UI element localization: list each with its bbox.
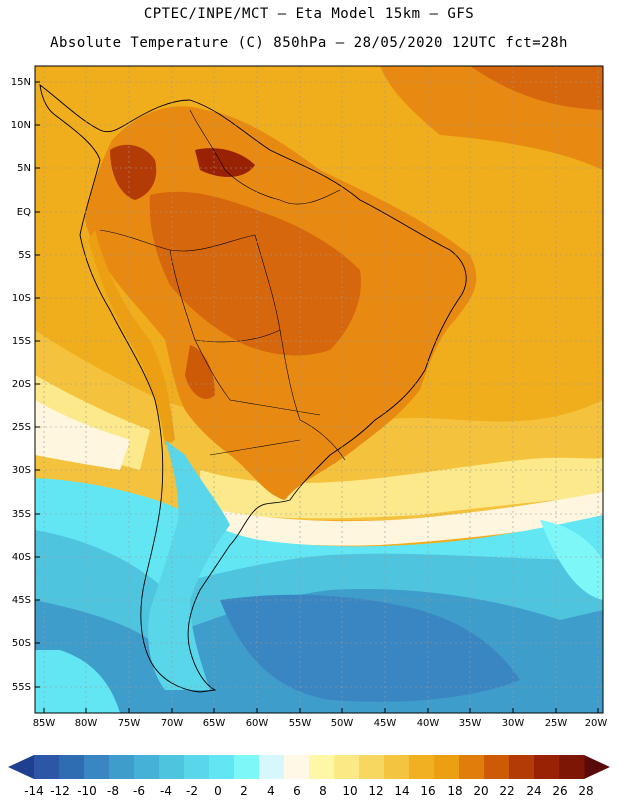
- colorbar-cell: [159, 755, 185, 779]
- axis-ticks: [35, 81, 599, 713]
- temperature-field: [35, 66, 603, 713]
- colorbar-label: 28: [578, 784, 593, 798]
- colorbar-cell: [134, 755, 160, 779]
- colorbar-cell: [184, 755, 210, 779]
- sw-cool-patch: [35, 650, 120, 713]
- lon-label: 45W: [374, 718, 397, 729]
- colorbar-cell: [259, 755, 285, 779]
- yellow-front: [200, 457, 603, 519]
- country-borders: [99, 109, 346, 461]
- lat-label: 25S: [12, 422, 31, 433]
- colorbar-label: -8: [107, 784, 119, 798]
- lat-label: 15N: [11, 77, 31, 88]
- colorbar-cell: [534, 755, 560, 779]
- lat-label: 30S: [12, 465, 31, 476]
- colorbar-cell: [284, 755, 310, 779]
- se-cool-patch: [540, 520, 603, 600]
- colorbar-cell: [409, 755, 435, 779]
- lon-label: 65W: [203, 718, 226, 729]
- coldest-ocean-core: [220, 594, 520, 702]
- lat-label: 50S: [12, 638, 31, 649]
- lat-label: 15S: [12, 336, 31, 347]
- colorbar-cell: [384, 755, 410, 779]
- lon-label: 60W: [246, 718, 269, 729]
- lon-label: 30W: [502, 718, 525, 729]
- lon-label: 75W: [118, 718, 141, 729]
- colorbar-label: -2: [186, 784, 198, 798]
- colorbar-label: 12: [368, 784, 383, 798]
- colorbar-max-triangle: [584, 755, 610, 779]
- colorbar-label: 14: [394, 784, 409, 798]
- colorbar-cell: [484, 755, 510, 779]
- map-frame: [34, 65, 604, 714]
- lat-label: EQ: [17, 207, 31, 218]
- colorbar-cell: [234, 755, 260, 779]
- colorbar-cell: [559, 755, 585, 779]
- colorbar-label: 0: [214, 784, 222, 798]
- colorbar-cell: [309, 755, 335, 779]
- colorbar-label: 26: [552, 784, 567, 798]
- colorbar-label: 16: [420, 784, 435, 798]
- land-hot-north: [110, 144, 157, 200]
- lon-label: 80W: [75, 718, 98, 729]
- colorbar-cell: [109, 755, 135, 779]
- colorbar-label: 8: [319, 784, 327, 798]
- colorbar-label: 22: [499, 784, 514, 798]
- colorbar-label: -10: [77, 784, 97, 798]
- lat-label: 35S: [12, 509, 31, 520]
- cream-band: [35, 400, 130, 470]
- lon-label: 50W: [331, 718, 354, 729]
- andes-cool-strip: [88, 230, 175, 445]
- lon-label: 35W: [459, 718, 482, 729]
- colorbar-label: 10: [342, 784, 357, 798]
- cream-front: [190, 492, 603, 546]
- longitude-labels: 85W 80W 75W 70W 65W 60W 55W 50W 45W 40W …: [33, 718, 608, 729]
- colorbar: -14 -12 -10 -8 -6 -4 -2 0 2 4 6 8 10 12 …: [8, 755, 610, 798]
- hot-ocean-patch: [470, 66, 603, 110]
- lat-label: 55S: [12, 682, 31, 693]
- colorbar-label: 20: [473, 784, 488, 798]
- lon-label: 70W: [161, 718, 184, 729]
- colorbar-cell: [434, 755, 460, 779]
- lon-label: 20W: [585, 718, 608, 729]
- lon-label: 40W: [417, 718, 440, 729]
- colorbar-label: 24: [526, 784, 541, 798]
- colorbar-label: 6: [293, 784, 301, 798]
- latitude-labels: 15N 10N 5N EQ 5S 10S 15S 20S 25S 30S 35S…: [11, 77, 31, 693]
- lat-label: 40S: [12, 552, 31, 563]
- lon-label: 55W: [289, 718, 312, 729]
- colorbar-cell: [509, 755, 535, 779]
- colorbar-cell: [84, 755, 110, 779]
- colorbar-label: -6: [133, 784, 145, 798]
- lat-label: 5N: [17, 163, 31, 174]
- lon-label: 85W: [33, 718, 56, 729]
- lat-label: 10S: [12, 293, 31, 304]
- lat-label: 10N: [11, 120, 31, 131]
- colorbar-cell: [459, 755, 485, 779]
- colorbar-label: -12: [50, 784, 70, 798]
- colorbar-cell: [334, 755, 360, 779]
- colorbar-label: 2: [240, 784, 248, 798]
- colorbar-cell: [34, 755, 60, 779]
- title-line-2: Absolute Temperature (C) 850hPa – 28/05/…: [50, 35, 568, 51]
- colorbar-label: -4: [160, 784, 172, 798]
- title-line-1: CPTEC/INPE/MCT – Eta Model 15km – GFS: [143, 6, 475, 22]
- land-hottest-venezuela: [195, 148, 255, 177]
- lon-label: 25W: [545, 718, 568, 729]
- colorbar-cell: [59, 755, 85, 779]
- patagonia-land: [148, 440, 230, 690]
- lat-label: 20S: [12, 379, 31, 390]
- coastlines: [39, 83, 467, 693]
- colorbar-min-triangle: [8, 755, 34, 779]
- colorbar-cell: [209, 755, 235, 779]
- colorbar-cell: [359, 755, 385, 779]
- colorbar-label: -14: [24, 784, 44, 798]
- land-hot-core: [149, 191, 361, 356]
- lat-label: 45S: [12, 595, 31, 606]
- land-hot-chaco: [185, 345, 215, 399]
- lat-label: 5S: [18, 250, 31, 261]
- colorbar-label: 18: [447, 784, 462, 798]
- colorbar-label: 4: [267, 784, 275, 798]
